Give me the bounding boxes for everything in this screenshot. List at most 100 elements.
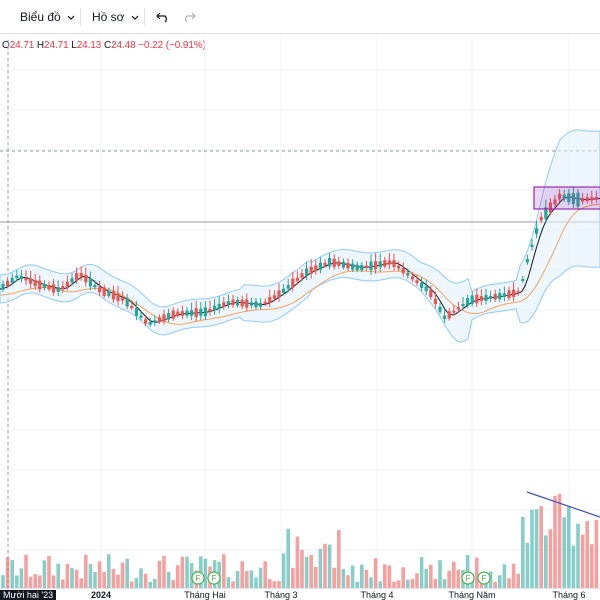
volume-bar: [424, 568, 428, 588]
volume-bar: [406, 579, 410, 588]
volume-bar: [111, 568, 116, 588]
volume-bar: [590, 544, 594, 588]
candle-body: [199, 308, 203, 316]
candle-body: [553, 199, 557, 205]
volume-bar: [65, 563, 70, 588]
candle-body: [498, 292, 502, 300]
event-marker-circle: [461, 571, 475, 585]
chart-menu-button[interactable]: Biểu đồ: [20, 7, 75, 27]
candle-body: [369, 261, 373, 271]
candle-body: [263, 301, 267, 305]
candle-body: [180, 311, 184, 316]
candle-body: [443, 315, 447, 320]
candle-body: [512, 289, 516, 297]
event-marker-circle: [477, 571, 491, 585]
candle-body: [38, 280, 42, 290]
volume-bar: [166, 571, 171, 588]
candle-body: [116, 293, 120, 301]
candle-body: [185, 310, 189, 316]
volume-bar: [337, 530, 341, 588]
volume-bar: [415, 573, 419, 588]
volume-bar: [387, 565, 392, 588]
redo-icon[interactable]: [180, 8, 198, 26]
volume-bar: [530, 509, 534, 588]
time-axis: Mười hai '23 2024 Tháng Hai Tháng 3 Thán…: [0, 588, 600, 600]
volume-bar: [24, 554, 28, 588]
bollinger-bands: [0, 129, 600, 343]
volume-bar: [300, 549, 304, 588]
candle-body: [332, 258, 336, 267]
candle-body: [125, 298, 129, 307]
volume-bar: [254, 577, 258, 588]
candle-body: [102, 287, 106, 297]
volume-bar: [304, 556, 309, 588]
volume-bar: [576, 523, 580, 588]
volume-bar: [419, 557, 424, 588]
undo-icon[interactable]: [154, 8, 172, 26]
candle-body: [259, 302, 263, 307]
event-marker-label: F: [482, 574, 487, 583]
candle-body: [111, 291, 115, 300]
candle-body: [107, 290, 111, 297]
candle-body: [75, 272, 79, 281]
time-axis-label: Mười hai '23: [0, 590, 57, 600]
volume-bar: [383, 564, 387, 588]
volume-bar: [268, 579, 272, 588]
candle-body: [277, 290, 281, 298]
candle-body: [98, 287, 102, 293]
volume-bar: [438, 560, 442, 588]
ohlc-legend: O24.71 H24.71 L24.13 C24.48 −0.22 (−0.91…: [2, 40, 206, 51]
candle-body: [157, 317, 161, 323]
candle-body: [93, 284, 97, 288]
candle-body: [456, 307, 460, 310]
volume-bar: [240, 561, 244, 588]
volume-bar: [189, 563, 194, 588]
close-value: 24.48: [111, 40, 136, 51]
candle-body: [162, 314, 166, 322]
candle-body: [475, 294, 479, 304]
candle-body: [544, 207, 548, 219]
candle-body: [33, 280, 37, 286]
candle-body: [240, 299, 244, 307]
volume-bar: [143, 573, 148, 588]
volume-bar: [61, 579, 65, 588]
candle-body: [10, 277, 14, 283]
volume-bar: [433, 579, 438, 588]
chevron-down-icon: [67, 15, 75, 20]
volume-bar: [15, 575, 19, 588]
candle-body: [314, 265, 318, 272]
volume-bar: [571, 545, 576, 588]
candle-body: [268, 296, 272, 303]
candle-body: [558, 193, 562, 200]
candle-body: [364, 265, 368, 269]
volume-bar: [134, 577, 139, 588]
candle-body: [79, 273, 83, 277]
volume-bar: [341, 569, 346, 588]
candle-body: [323, 262, 327, 266]
volume-bar: [534, 509, 539, 588]
volume-bar: [226, 577, 231, 588]
volume-bar: [410, 578, 415, 588]
candle-body: [401, 267, 405, 274]
volume-bar: [148, 581, 152, 588]
volume-bar: [456, 569, 461, 588]
chevron-down-icon: [131, 15, 139, 20]
volume-bar: [350, 565, 355, 588]
candle-body: [594, 196, 598, 200]
candle-body: [208, 308, 212, 312]
volume-bar: [28, 576, 33, 588]
chart-grid: [0, 34, 600, 588]
volume-bar: [521, 516, 525, 588]
candle-body: [130, 305, 134, 309]
candle-body: [466, 298, 470, 306]
volume-bar: [116, 574, 120, 588]
volume-bar: [585, 521, 589, 588]
volume-bar: [130, 581, 134, 588]
volume-bar: [488, 571, 493, 588]
candle-body: [493, 293, 497, 300]
volume-bar: [263, 561, 267, 588]
profile-menu-button[interactable]: Hồ sơ: [92, 7, 139, 27]
candle-body: [236, 299, 240, 306]
